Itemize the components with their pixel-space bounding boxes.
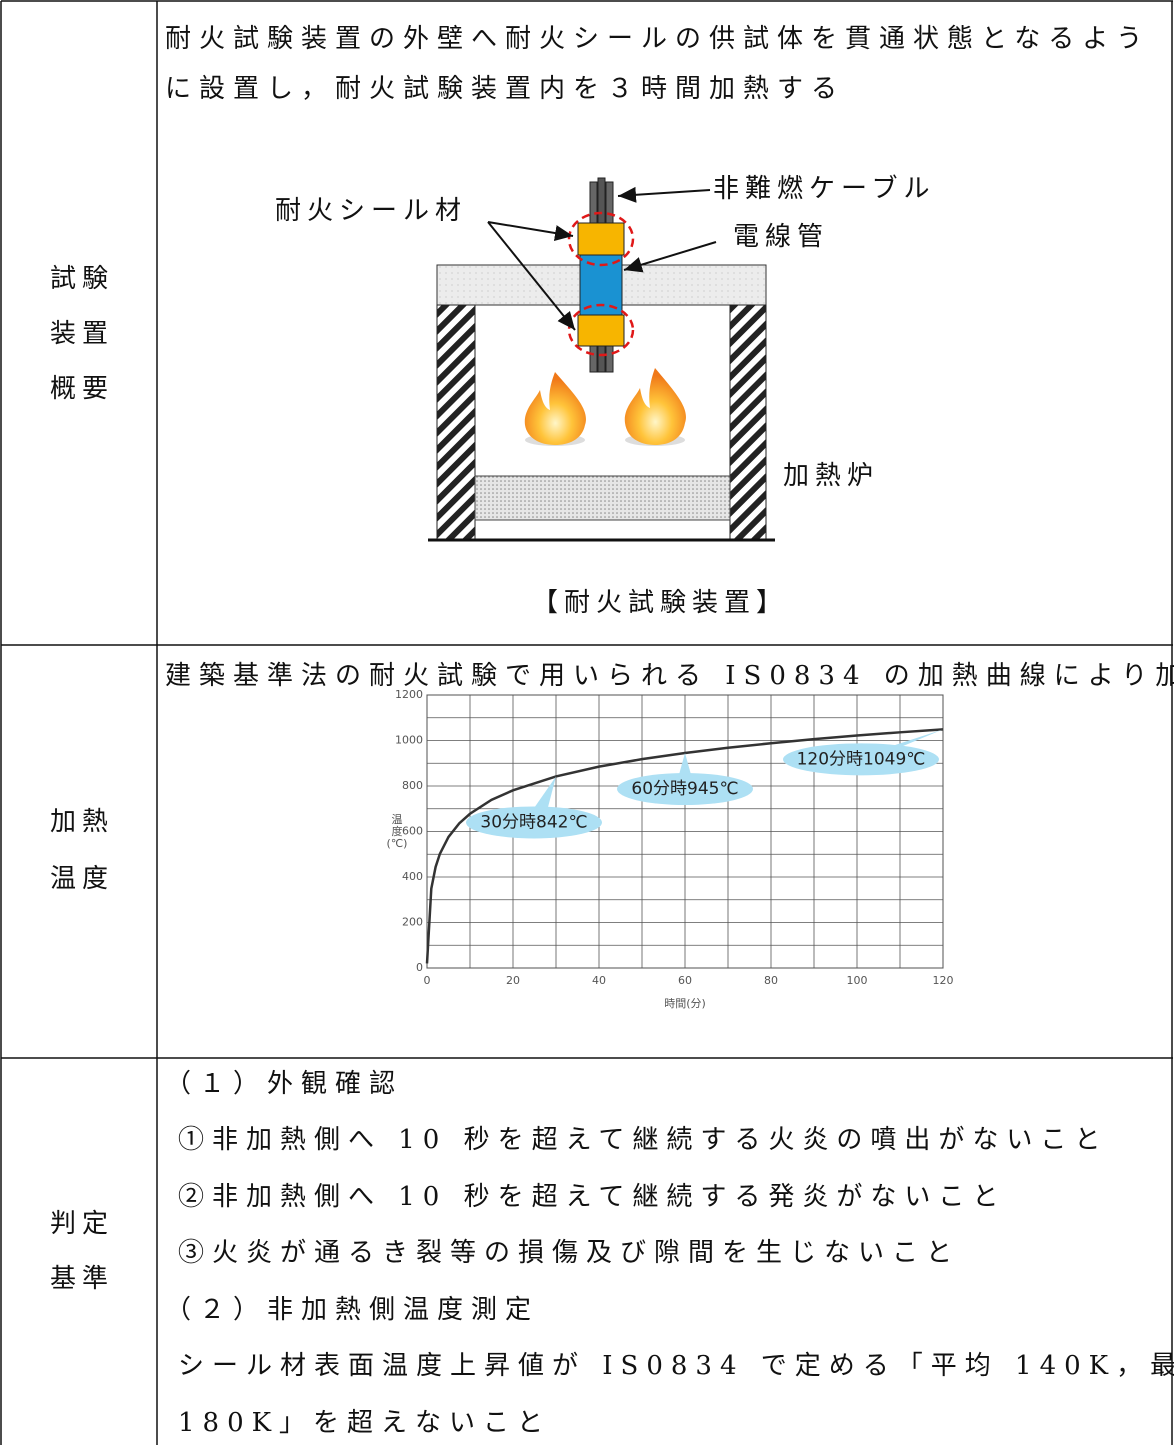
chart: 0 20 40 60 80 100 120020040060080010001200時間(分… — [387, 688, 954, 1010]
figure-label: 電線管 — [733, 222, 829, 252]
left-wall — [436, 304, 476, 541]
y-tick-label: 400 — [402, 870, 423, 883]
row-text: （１）外観確認 — [165, 1069, 403, 1099]
x-tick-label: 40 — [592, 974, 606, 987]
callout-label: 60分時945℃ — [631, 779, 738, 799]
x-axis-label: 時間(分) — [664, 997, 706, 1010]
x-tick-label: 80 — [764, 974, 778, 987]
figure-label: 非難燃ケーブル — [713, 174, 935, 204]
figure-label: 耐火シール材 — [275, 196, 467, 226]
y-tick-label: 200 — [402, 916, 423, 929]
row-label: 温度 — [50, 864, 114, 894]
row-text: 180K」を超えないこと — [178, 1408, 551, 1438]
callout-label: 30分時842℃ — [480, 812, 587, 832]
row-label: 判定 — [50, 1209, 114, 1239]
right-wall — [729, 304, 767, 541]
flames — [524, 368, 686, 446]
seal-top — [577, 222, 625, 256]
row-label: 加熱 — [50, 807, 114, 837]
x-tick-label: 0 — [424, 974, 431, 987]
callout-label: 120分時1049℃ — [797, 749, 926, 769]
row-text: 建築基準法の耐火試験で用いられる IS0834 の加熱曲線により加熱 — [165, 661, 1174, 691]
row-text: ③火炎が通るき裂等の損傷及び隙間を生じないこと — [178, 1238, 960, 1268]
row-text: に設置し，耐火試験装置内を３時間加熱する — [165, 74, 845, 104]
row-label: 装置 — [50, 319, 114, 349]
seal-bottom — [577, 314, 625, 347]
y-tick-label: 600 — [402, 825, 423, 838]
callout-bubble — [466, 806, 602, 839]
row-label: 試験 — [50, 264, 114, 294]
apparatus-figure: 耐火シール材 非難燃ケーブル 電線管 加熱炉 【耐火試験装置】 — [275, 174, 935, 618]
callout-bubble — [617, 773, 753, 806]
row-label: 概要 — [50, 374, 114, 404]
row-label: 基準 — [50, 1264, 114, 1294]
x-tick-label: 60 — [678, 974, 692, 987]
y-tick-label: 1200 — [395, 688, 423, 701]
y-tick-label: 1000 — [395, 734, 423, 747]
x-tick-label: 100 — [847, 974, 868, 987]
row-text: シール材表面温度上昇値が IS0834 で定める「平均 140K，最高 — [178, 1351, 1174, 1381]
leader-arrows — [487, 186, 717, 331]
figure-label: 加熱炉 — [783, 461, 879, 491]
row-text: （２）非加熱側温度測定 — [165, 1295, 539, 1325]
row-text: ①非加熱側へ 10 秒を超えて継続する火炎の噴出がないこと — [178, 1125, 1108, 1155]
furnace-floor — [474, 475, 731, 521]
callout-bubble — [783, 743, 939, 776]
y-tick-label: 800 — [402, 779, 423, 792]
x-tick-label: 120 — [933, 974, 954, 987]
y-tick-label: 0 — [416, 961, 423, 974]
row-text: ②非加熱側へ 10 秒を超えて継続する発炎がないこと — [178, 1182, 1006, 1212]
row-text: 耐火試験装置の外壁へ耐火シールの供試体を貫通状態となるよう — [165, 24, 1150, 54]
y-axis-label: 温度(℃) — [387, 813, 408, 850]
seal-highlight — [567, 303, 635, 357]
figure-caption: 【耐火試験装置】 — [532, 588, 788, 618]
x-tick-label: 20 — [506, 974, 520, 987]
